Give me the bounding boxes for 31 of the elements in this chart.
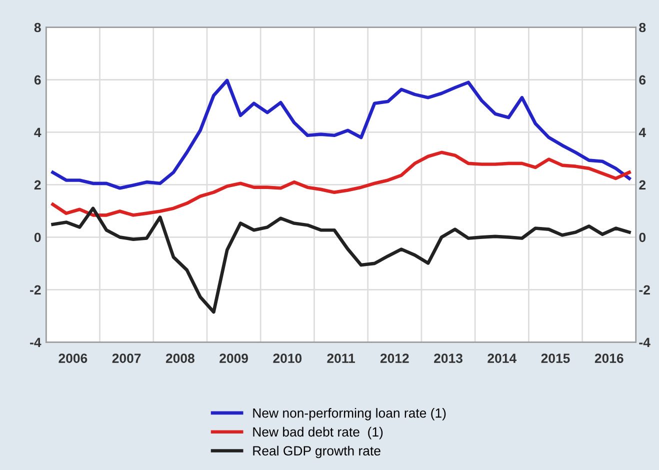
y2-tick-label: 2 [639,180,646,190]
x-tick-label: 2016 [594,354,624,363]
y-tick-label: 2 [34,180,41,190]
x-tick-label: 2014 [488,354,516,363]
x-tick-label: 2012 [380,354,409,363]
x-tick-label: 2013 [434,354,462,363]
y-tick-label: -2 [30,285,41,294]
y-tick-label: 6 [34,75,41,85]
x-tick-label: 2009 [220,354,248,363]
y2-tick-label: 0 [639,232,646,242]
legend-label: New bad debt rate (1) [253,426,383,440]
line-series [51,206,631,314]
y-tick-label: 8 [34,22,41,32]
y2-tick-label: 8 [639,22,646,32]
x-tick-label: 2008 [166,354,194,363]
line-series [51,78,631,190]
x-tick-label: 2007 [112,354,141,363]
x-tick-label: 2010 [273,354,302,363]
y2-tick-label: 4 [638,128,646,138]
y2-tick-label: -2 [639,285,650,294]
legend-label: Real GDP growth rate [253,446,380,458]
y2-tick-label: -4 [639,338,650,347]
y-tick-label: 4 [34,128,42,138]
line-series [51,150,631,217]
x-tick-label: 2011 [327,354,355,363]
y-tick-label: -4 [30,338,42,347]
y-tick-label: 0 [34,232,41,242]
x-tick-label: 2006 [58,354,88,363]
legend-label: New non-performing loan rate (1) [253,408,446,420]
x-tick-label: 2015 [541,354,570,363]
y2-tick-label: 6 [639,75,646,85]
